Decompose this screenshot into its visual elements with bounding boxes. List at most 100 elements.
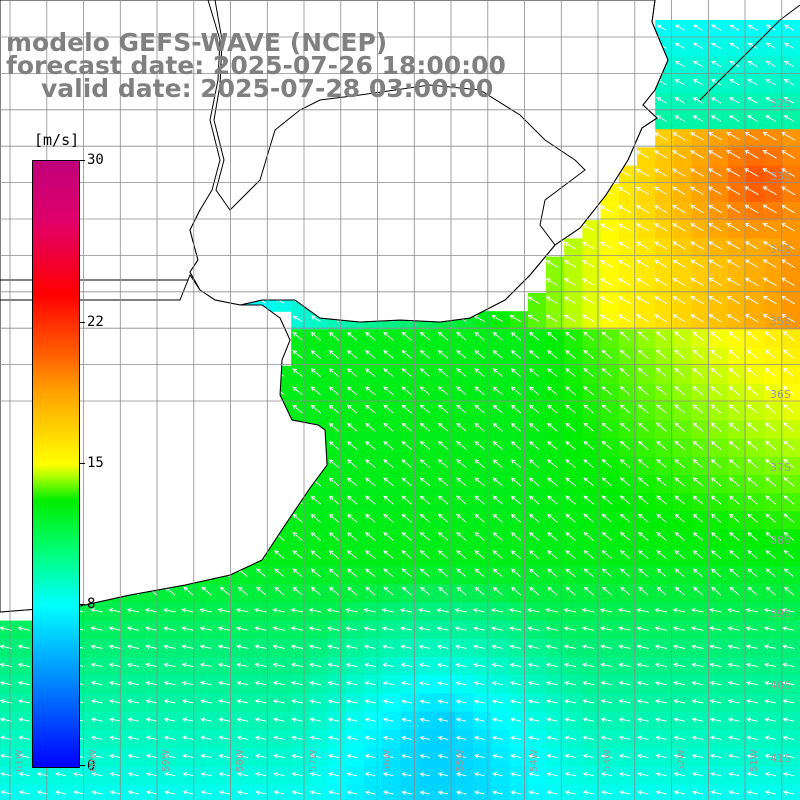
wind-arrow (363, 608, 376, 613)
wind-arrow (618, 680, 631, 686)
wind-arrow (437, 772, 449, 777)
wind-arrow (546, 753, 558, 759)
wind-arrow (654, 241, 668, 250)
wind-arrow (746, 772, 758, 777)
wind-arrow (674, 42, 685, 49)
wind-arrow (600, 699, 613, 704)
wind-arrow (563, 296, 577, 304)
wind-arrow (235, 608, 249, 613)
wind-arrow (636, 644, 649, 650)
wind-cell (509, 784, 529, 800)
wind-arrow (765, 79, 776, 86)
wind-arrow (547, 404, 558, 414)
wind-arrow (455, 662, 467, 668)
wind-arrow (726, 259, 741, 268)
wind-arrow (692, 404, 704, 414)
wind-arrow (528, 331, 540, 341)
wind-cell (782, 129, 800, 148)
wind-arrow (744, 295, 759, 305)
wind-arrow (145, 699, 158, 704)
wind-arrow (383, 441, 394, 450)
wind-arrow (729, 586, 740, 596)
wind-arrow (655, 790, 667, 795)
wind-cell (782, 238, 800, 258)
wind-arrow (256, 568, 267, 578)
wind-arrow (109, 717, 121, 722)
wind-arrow (656, 550, 667, 560)
wind-arrow (456, 422, 467, 432)
wind-arrow (473, 681, 485, 686)
wind-arrow (746, 735, 758, 741)
wind-arrow (672, 314, 686, 323)
wind-arrow (510, 735, 522, 741)
wind-arrow (762, 241, 777, 250)
wind-arrow (474, 790, 485, 795)
wind-arrow (383, 386, 394, 396)
wind-arrow (762, 186, 777, 196)
wind-arrow (583, 513, 594, 523)
wind-arrow (401, 790, 412, 795)
wind-arrow (729, 531, 740, 541)
wind-arrow (583, 477, 594, 487)
wind-arrow (419, 495, 431, 505)
wind-arrow (547, 440, 558, 450)
wind-arrow (747, 531, 758, 541)
wind-arrow (346, 735, 358, 741)
wind-arrow (782, 331, 795, 341)
wind-arrow (764, 753, 776, 759)
wind-arrow (510, 386, 522, 396)
wind-arrow (581, 314, 595, 323)
wind-arrow (436, 644, 449, 650)
wind-arrow (419, 350, 431, 359)
wind-arrow (691, 772, 704, 777)
wind-arrow (474, 550, 485, 560)
wind-arrow (692, 495, 704, 505)
wind-arrow (728, 331, 740, 341)
wind-arrow (638, 495, 649, 505)
wind-cell (145, 784, 165, 800)
wind-arrow (783, 458, 795, 469)
wind-arrow (528, 477, 540, 487)
wind-arrow (565, 586, 576, 596)
wind-arrow (436, 608, 449, 613)
wind-arrow (729, 42, 740, 49)
wind-cell (764, 784, 784, 800)
wind-arrow (401, 568, 412, 578)
wind-cell (728, 784, 747, 800)
wind-arrow (710, 790, 722, 795)
wind-arrow (163, 608, 176, 613)
wind-arrow (510, 441, 522, 450)
wind-arrow (383, 532, 394, 541)
wind-arrow (674, 386, 686, 396)
wind-arrow (619, 367, 631, 378)
wind-cell (382, 784, 401, 800)
wind-arrow (474, 386, 485, 396)
wind-arrow (545, 626, 558, 631)
wind-arrow (346, 790, 358, 795)
wind-arrow (455, 717, 467, 723)
wind-arrow (599, 608, 613, 613)
wind-arrow (436, 626, 449, 631)
wind-arrow (492, 368, 503, 378)
wind-arrow (145, 717, 158, 722)
wind-arrow (654, 296, 668, 305)
wind-arrow (729, 550, 740, 560)
wind-arrow (419, 368, 431, 378)
wind-arrow (292, 586, 303, 596)
wind-arrow (762, 150, 777, 159)
wind-arrow (711, 60, 722, 68)
color-scale-tick-label: 30 (87, 152, 104, 168)
wind-arrow (309, 699, 321, 704)
wind-arrow (563, 260, 577, 268)
wind-arrow (254, 608, 267, 613)
wind-arrow (54, 790, 67, 795)
longitude-label: 60W (88, 749, 99, 772)
wind-arrow (637, 753, 649, 759)
wind-cell (618, 784, 638, 800)
wind-arrow (126, 608, 140, 613)
wind-arrow (145, 680, 158, 686)
wind-arrow (564, 735, 576, 741)
wind-arrow (601, 568, 613, 578)
wind-arrow (365, 368, 376, 378)
wind-arrow (746, 367, 758, 378)
